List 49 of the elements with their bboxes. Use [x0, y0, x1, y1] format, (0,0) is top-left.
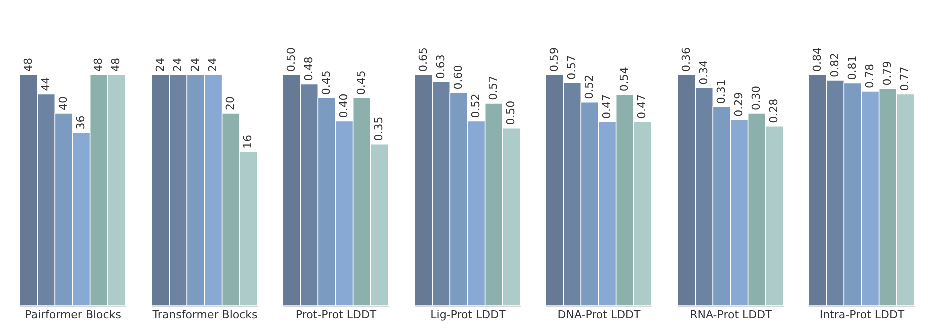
data-label: 24	[170, 58, 184, 72]
data-label: 16	[241, 135, 254, 149]
x-axis-title: DNA-Prot LDDT	[558, 308, 642, 322]
x-axis-title: RNA-Prot LDDT	[690, 308, 772, 322]
data-label: 0.78	[864, 64, 877, 88]
data-label: 24	[153, 58, 166, 72]
data-label: 0.31	[714, 80, 728, 104]
data-label: 0.45	[355, 70, 368, 96]
data-label: 0.52	[469, 94, 482, 118]
data-label: 0.63	[434, 54, 447, 80]
data-label: 0.82	[828, 53, 842, 78]
data-label: 0.45	[320, 70, 333, 96]
data-label: 0.50	[284, 48, 298, 72]
data-label: 44	[39, 77, 52, 92]
data-label: 48	[92, 58, 106, 72]
data-label: 0.29	[732, 92, 746, 117]
data-label: 0.52	[582, 74, 596, 100]
data-label: 24	[206, 58, 220, 72]
data-label: 0.60	[451, 65, 464, 90]
data-label: 40	[56, 96, 70, 110]
data-label: 0.30	[750, 86, 763, 110]
data-label: 0.48	[302, 56, 316, 82]
data-label: 0.35	[372, 116, 386, 142]
data-label: 0.81	[846, 56, 859, 80]
data-label: 0.28	[767, 98, 780, 124]
data-label: 0.36	[679, 48, 692, 72]
data-label: 0.77	[898, 66, 912, 92]
data-label: 48	[22, 58, 35, 72]
data-label: 0.57	[565, 55, 578, 80]
data-label: 0.59	[548, 48, 561, 72]
data-label: 0.84	[810, 48, 824, 72]
data-label: 0.40	[338, 94, 351, 118]
data-label: 36	[74, 116, 88, 130]
data-label: 0.57	[486, 76, 500, 100]
x-axis-title: Intra-Prot LDDT	[820, 308, 905, 322]
x-axis-title: Transformer Blocks	[151, 308, 258, 322]
x-axis-title: Prot-Prot LDDT	[296, 308, 377, 322]
data-label: 24	[188, 58, 202, 72]
data-label: 0.79	[881, 61, 894, 86]
data-label: 0.34	[696, 60, 710, 85]
data-label: 0.47	[600, 94, 614, 119]
data-label: 0.50	[504, 100, 518, 126]
x-axis-title: Pairformer Blocks	[25, 308, 122, 322]
data-label: 0.54	[618, 67, 632, 92]
data-label: 0.47	[636, 94, 649, 119]
data-label: 20	[224, 96, 237, 110]
data-label: 0.65	[416, 48, 430, 72]
x-axis-title: Lig-Prot LDDT	[430, 308, 506, 322]
data-label: 48	[110, 58, 123, 72]
